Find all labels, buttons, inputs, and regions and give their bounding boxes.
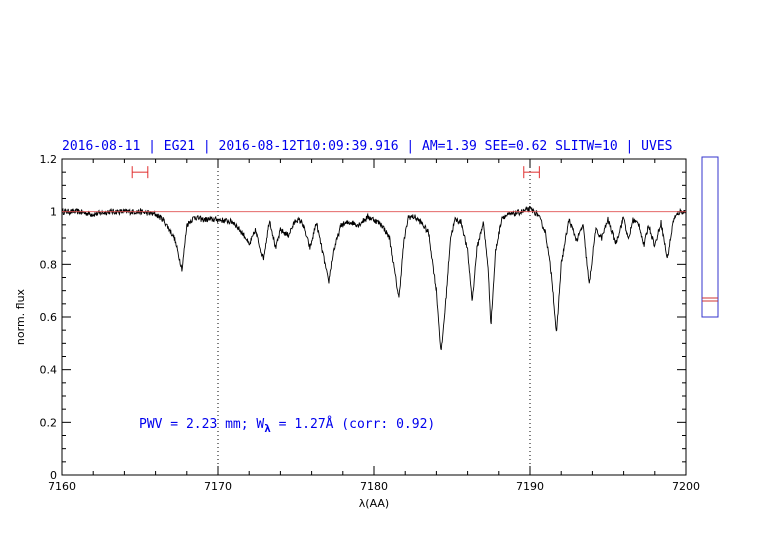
y-tick-label: 1.2 — [40, 153, 58, 166]
y-tick-label: 0.6 — [40, 311, 58, 324]
pwv-annotation-subscript: λ — [264, 422, 271, 435]
x-tick-label: 7180 — [360, 480, 388, 493]
y-tick-label: 0.2 — [40, 416, 58, 429]
x-axis-label: λ(AA) — [359, 497, 389, 510]
x-tick-label: 7170 — [204, 480, 232, 493]
spectrum-line — [61, 205, 687, 351]
x-tick-label: 7160 — [48, 480, 76, 493]
side-indicator-panel — [701, 156, 719, 318]
x-tick-label: 7190 — [516, 480, 544, 493]
y-axis-label: norm. flux — [14, 288, 27, 345]
x-tick-label: 7200 — [672, 480, 700, 493]
side-indicator-frame — [701, 156, 719, 318]
y-tick-label: 0.8 — [40, 258, 58, 271]
y-tick-label: 0 — [50, 469, 57, 482]
pwv-annotation: PWV = 2.23 mm; Wλ = 1.27Å (corr: 0.92) — [139, 416, 435, 435]
y-tick-label: 1 — [50, 206, 57, 219]
chart-title: 2016-08-11 | EG21 | 2016-08-12T10:09:39.… — [62, 139, 672, 154]
y-tick-label: 0.4 — [40, 364, 58, 377]
pwv-annotation-main: PWV = 2.23 mm; W — [139, 417, 264, 432]
pwv-annotation-rest: = 1.27Å (corr: 0.92) — [271, 416, 435, 432]
plot-area: 7160 7170 7180 7190 7200 0 0.2 0.4 0.6 0.8 1 1.2 — [40, 153, 701, 493]
